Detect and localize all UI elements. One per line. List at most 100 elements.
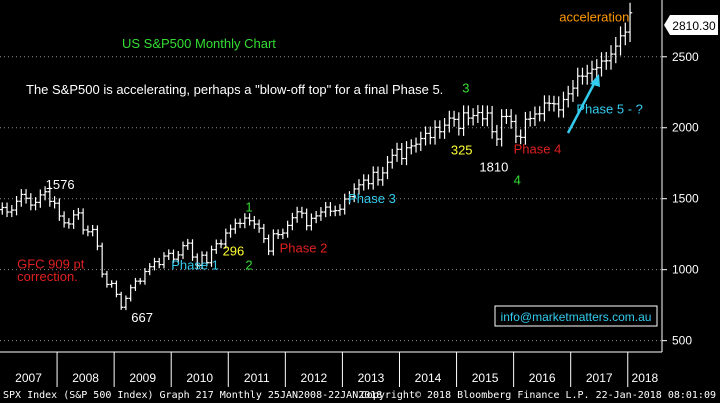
ohlc-bar-90 bbox=[428, 126, 433, 145]
ohlc-bar-110 bbox=[523, 111, 528, 145]
ohlc-bar-36 bbox=[171, 249, 176, 263]
phase5-arrow bbox=[566, 74, 600, 134]
ohlc-bar-101 bbox=[480, 105, 485, 127]
ohlc-bar-95 bbox=[451, 110, 457, 127]
x-tick-label-1: 2008 bbox=[72, 371, 99, 385]
ohlc-bar-111 bbox=[527, 111, 533, 127]
ohlc-bar-45 bbox=[214, 239, 219, 254]
ohlc-bar-67 bbox=[318, 207, 324, 221]
ohlc-bar-11 bbox=[52, 196, 57, 209]
ohlc-bar-42 bbox=[199, 251, 205, 270]
annotation-9: Phase 3 bbox=[348, 191, 396, 206]
ohlc-bar-129 bbox=[613, 36, 618, 64]
ohlc-bar-47 bbox=[223, 228, 229, 249]
y-tick-label-3: 2000 bbox=[672, 121, 699, 135]
ohlc-bar-121 bbox=[575, 67, 580, 97]
ohlc-bar-1 bbox=[4, 202, 10, 218]
ohlc-bar-107 bbox=[508, 109, 514, 129]
ohlc-bar-25 bbox=[118, 291, 124, 310]
ohlc-bar-12 bbox=[57, 198, 62, 221]
annotation-14: 4 bbox=[514, 173, 521, 188]
y-tick-labels: 500 1000 1500 2000 2500 bbox=[662, 50, 699, 348]
ohlc-bar-22 bbox=[104, 270, 110, 288]
phase5-arrow-head bbox=[590, 74, 600, 87]
ohlc-bar-86 bbox=[409, 139, 414, 155]
ohlc-bar-116 bbox=[551, 95, 557, 112]
ohlc-bar-37 bbox=[176, 250, 181, 264]
ohlc-bar-132 bbox=[627, 2, 633, 43]
annotation-1: GFC 909 pt bbox=[17, 256, 85, 271]
ohlc-bar-62 bbox=[294, 206, 300, 223]
ohlc-bar-91 bbox=[432, 120, 438, 145]
x-tick-labels: 2007 2008 2009 2010 2011 2012 2013 2014 2015 2016… bbox=[15, 352, 659, 387]
ohlc-bar-125 bbox=[594, 59, 599, 78]
ohlc-bar-49 bbox=[233, 218, 238, 234]
ohlc-bar-79 bbox=[375, 166, 381, 186]
y-tick-label-2: 1500 bbox=[672, 192, 699, 206]
ohlc-bar-32 bbox=[152, 257, 157, 271]
x-tick-label-4: 2011 bbox=[244, 371, 270, 385]
phase5-arrow-shaft bbox=[566, 79, 598, 134]
ohlc-bar-28 bbox=[133, 277, 138, 291]
x-tick-label-8: 2015 bbox=[472, 371, 499, 385]
ohlc-bar-128 bbox=[608, 45, 614, 70]
ohlc-bar-75 bbox=[356, 179, 362, 195]
annotation-10: 325 bbox=[451, 143, 473, 158]
x-tick-label-11: 2018 bbox=[632, 371, 659, 385]
ohlc-bar-9 bbox=[42, 186, 48, 201]
ohlc-bar-69 bbox=[328, 202, 333, 217]
chart-subtitle: The S&P500 is accelerating, perhaps a "b… bbox=[26, 82, 443, 97]
ohlc-bar-61 bbox=[290, 212, 295, 231]
ohlc-bar-113 bbox=[537, 106, 542, 122]
ohlc-bar-17 bbox=[80, 208, 86, 235]
ohlc-bar-51 bbox=[242, 213, 248, 229]
annotation-11: 3 bbox=[462, 80, 469, 95]
ohlc-bar-76 bbox=[361, 174, 366, 191]
ohlc-bar-73 bbox=[347, 191, 352, 205]
ohlc-bar-35 bbox=[166, 249, 171, 261]
x-tick-label-9: 2016 bbox=[529, 371, 556, 385]
ohlc-bar-23 bbox=[109, 280, 114, 288]
annotation-6: 1 bbox=[245, 199, 252, 214]
ohlc-bar-50 bbox=[237, 218, 243, 229]
ohlc-bar-63 bbox=[299, 206, 305, 219]
ohlc-bar-41 bbox=[195, 253, 200, 269]
ohlc-bar-70 bbox=[332, 205, 338, 217]
ohlc-bar-66 bbox=[313, 210, 319, 224]
ohlc-bar-87 bbox=[413, 137, 419, 153]
ohlc-bar-93 bbox=[442, 118, 447, 139]
ohlc-bar-118 bbox=[561, 91, 566, 118]
ohlc-bar-78 bbox=[371, 166, 376, 190]
ohlc-bar-72 bbox=[342, 193, 347, 215]
annotation-3: 667 bbox=[131, 310, 153, 325]
x-tick-label-10: 2017 bbox=[586, 371, 613, 385]
ohlc-bar-82 bbox=[390, 148, 395, 169]
ohlc-bar-14 bbox=[66, 218, 72, 229]
ohlc-bar-33 bbox=[157, 257, 162, 269]
ohlc-bar-10 bbox=[47, 186, 53, 207]
ohlc-bar-39 bbox=[185, 238, 190, 250]
ohlc-bar-48 bbox=[228, 224, 233, 238]
ohlc-bar-54 bbox=[256, 219, 262, 233]
ohlc-bar-102 bbox=[485, 105, 490, 127]
y-tick-label-4: 2500 bbox=[672, 50, 699, 64]
ohlc-bar-57 bbox=[271, 229, 276, 256]
ohlc-bar-68 bbox=[323, 201, 328, 218]
annotation-15: Phase 5 - ? bbox=[576, 102, 643, 117]
ohlc-bar-46 bbox=[218, 239, 224, 249]
x-tick-label-0: 2007 bbox=[15, 371, 42, 385]
chart-title: US S&P500 Monthly Chart bbox=[122, 36, 276, 51]
footer-left: SPX Index (S&P 500 Index) Graph 217 Mont… bbox=[3, 390, 383, 401]
watermark-box: info@marketmatters.com.au bbox=[494, 305, 658, 327]
ohlc-bar-56 bbox=[266, 234, 271, 256]
ohlc-bar-65 bbox=[309, 213, 314, 231]
ohlc-bar-38 bbox=[180, 241, 186, 260]
price-bars bbox=[0, 2, 633, 311]
annotation-12: Phase 4 bbox=[514, 141, 562, 156]
ohlc-bar-7 bbox=[33, 197, 38, 211]
ohlc-bar-21 bbox=[99, 242, 105, 278]
axes bbox=[0, 0, 663, 353]
ohlc-bar-124 bbox=[589, 60, 595, 82]
ohlc-bar-96 bbox=[456, 112, 462, 136]
